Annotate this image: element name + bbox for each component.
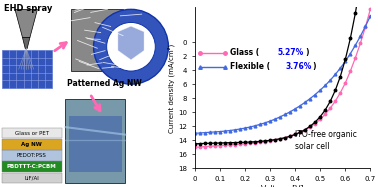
- FancyBboxPatch shape: [69, 116, 122, 172]
- Text: LiF/Al: LiF/Al: [25, 175, 39, 180]
- Circle shape: [107, 22, 155, 71]
- Text: Glass or PET: Glass or PET: [15, 131, 49, 136]
- Text: Flexible (: Flexible (: [230, 62, 270, 71]
- Text: ITO-free organic
solar cell: ITO-free organic solar cell: [295, 130, 357, 151]
- FancyBboxPatch shape: [2, 139, 62, 150]
- Text: 5.27%: 5.27%: [277, 48, 304, 57]
- FancyBboxPatch shape: [2, 50, 53, 88]
- Polygon shape: [15, 9, 37, 37]
- FancyBboxPatch shape: [2, 128, 62, 138]
- Text: PBDTTT-C:PCBM: PBDTTT-C:PCBM: [7, 164, 57, 169]
- Text: Ag NW: Ag NW: [22, 142, 42, 147]
- Text: ): ): [305, 48, 309, 57]
- Polygon shape: [22, 37, 30, 49]
- FancyBboxPatch shape: [2, 161, 62, 172]
- X-axis label: Voltage [V]: Voltage [V]: [261, 185, 304, 187]
- Polygon shape: [118, 26, 144, 60]
- FancyBboxPatch shape: [2, 173, 62, 183]
- Y-axis label: Current density (mA/cm²): Current density (mA/cm²): [168, 43, 175, 133]
- FancyBboxPatch shape: [65, 99, 125, 183]
- Text: ): ): [313, 62, 316, 71]
- Text: Glass (: Glass (: [230, 48, 259, 57]
- Text: PEDOT:PSS: PEDOT:PSS: [17, 153, 47, 158]
- Text: Patterned Ag NW: Patterned Ag NW: [67, 79, 142, 88]
- FancyBboxPatch shape: [2, 150, 62, 161]
- Text: 3.76%: 3.76%: [285, 62, 311, 71]
- Text: EHD spray: EHD spray: [4, 4, 52, 13]
- Circle shape: [93, 9, 168, 84]
- FancyBboxPatch shape: [71, 9, 124, 71]
